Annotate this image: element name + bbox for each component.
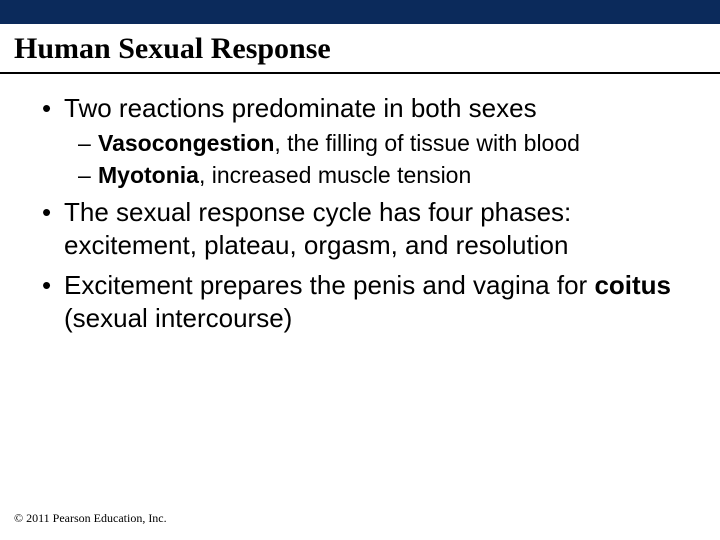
- bullet-post: (sexual intercourse): [64, 303, 292, 333]
- bullet-item: Two reactions predominate in both sexes …: [28, 92, 692, 190]
- bullet-item: The sexual response cycle has four phase…: [28, 196, 692, 263]
- sub-bullet-item: Myotonia, increased muscle tension: [64, 161, 692, 190]
- sub-bullet-list: Vasocongestion, the filling of tissue wi…: [64, 129, 692, 190]
- sub-bullet-rest: , the filling of tissue with blood: [274, 130, 580, 156]
- sub-bullet-rest: , increased muscle tension: [199, 162, 471, 188]
- sub-bullet-item: Vasocongestion, the filling of tissue wi…: [64, 129, 692, 158]
- slide-title: Human Sexual Response: [0, 24, 720, 74]
- bullet-text: The sexual response cycle has four phase…: [64, 197, 571, 260]
- top-bar: [0, 0, 720, 24]
- sub-bullet-bold: Myotonia: [98, 162, 199, 188]
- bullet-item: Excitement prepares the penis and vagina…: [28, 269, 692, 336]
- bullet-pre: Excitement prepares the penis and vagina…: [64, 270, 594, 300]
- bullet-list: Two reactions predominate in both sexes …: [28, 92, 692, 335]
- sub-bullet-bold: Vasocongestion: [98, 130, 274, 156]
- copyright-footer: © 2011 Pearson Education, Inc.: [14, 511, 167, 526]
- slide-content: Two reactions predominate in both sexes …: [0, 74, 720, 335]
- bullet-bold: coitus: [594, 270, 671, 300]
- bullet-text: Two reactions predominate in both sexes: [64, 93, 537, 123]
